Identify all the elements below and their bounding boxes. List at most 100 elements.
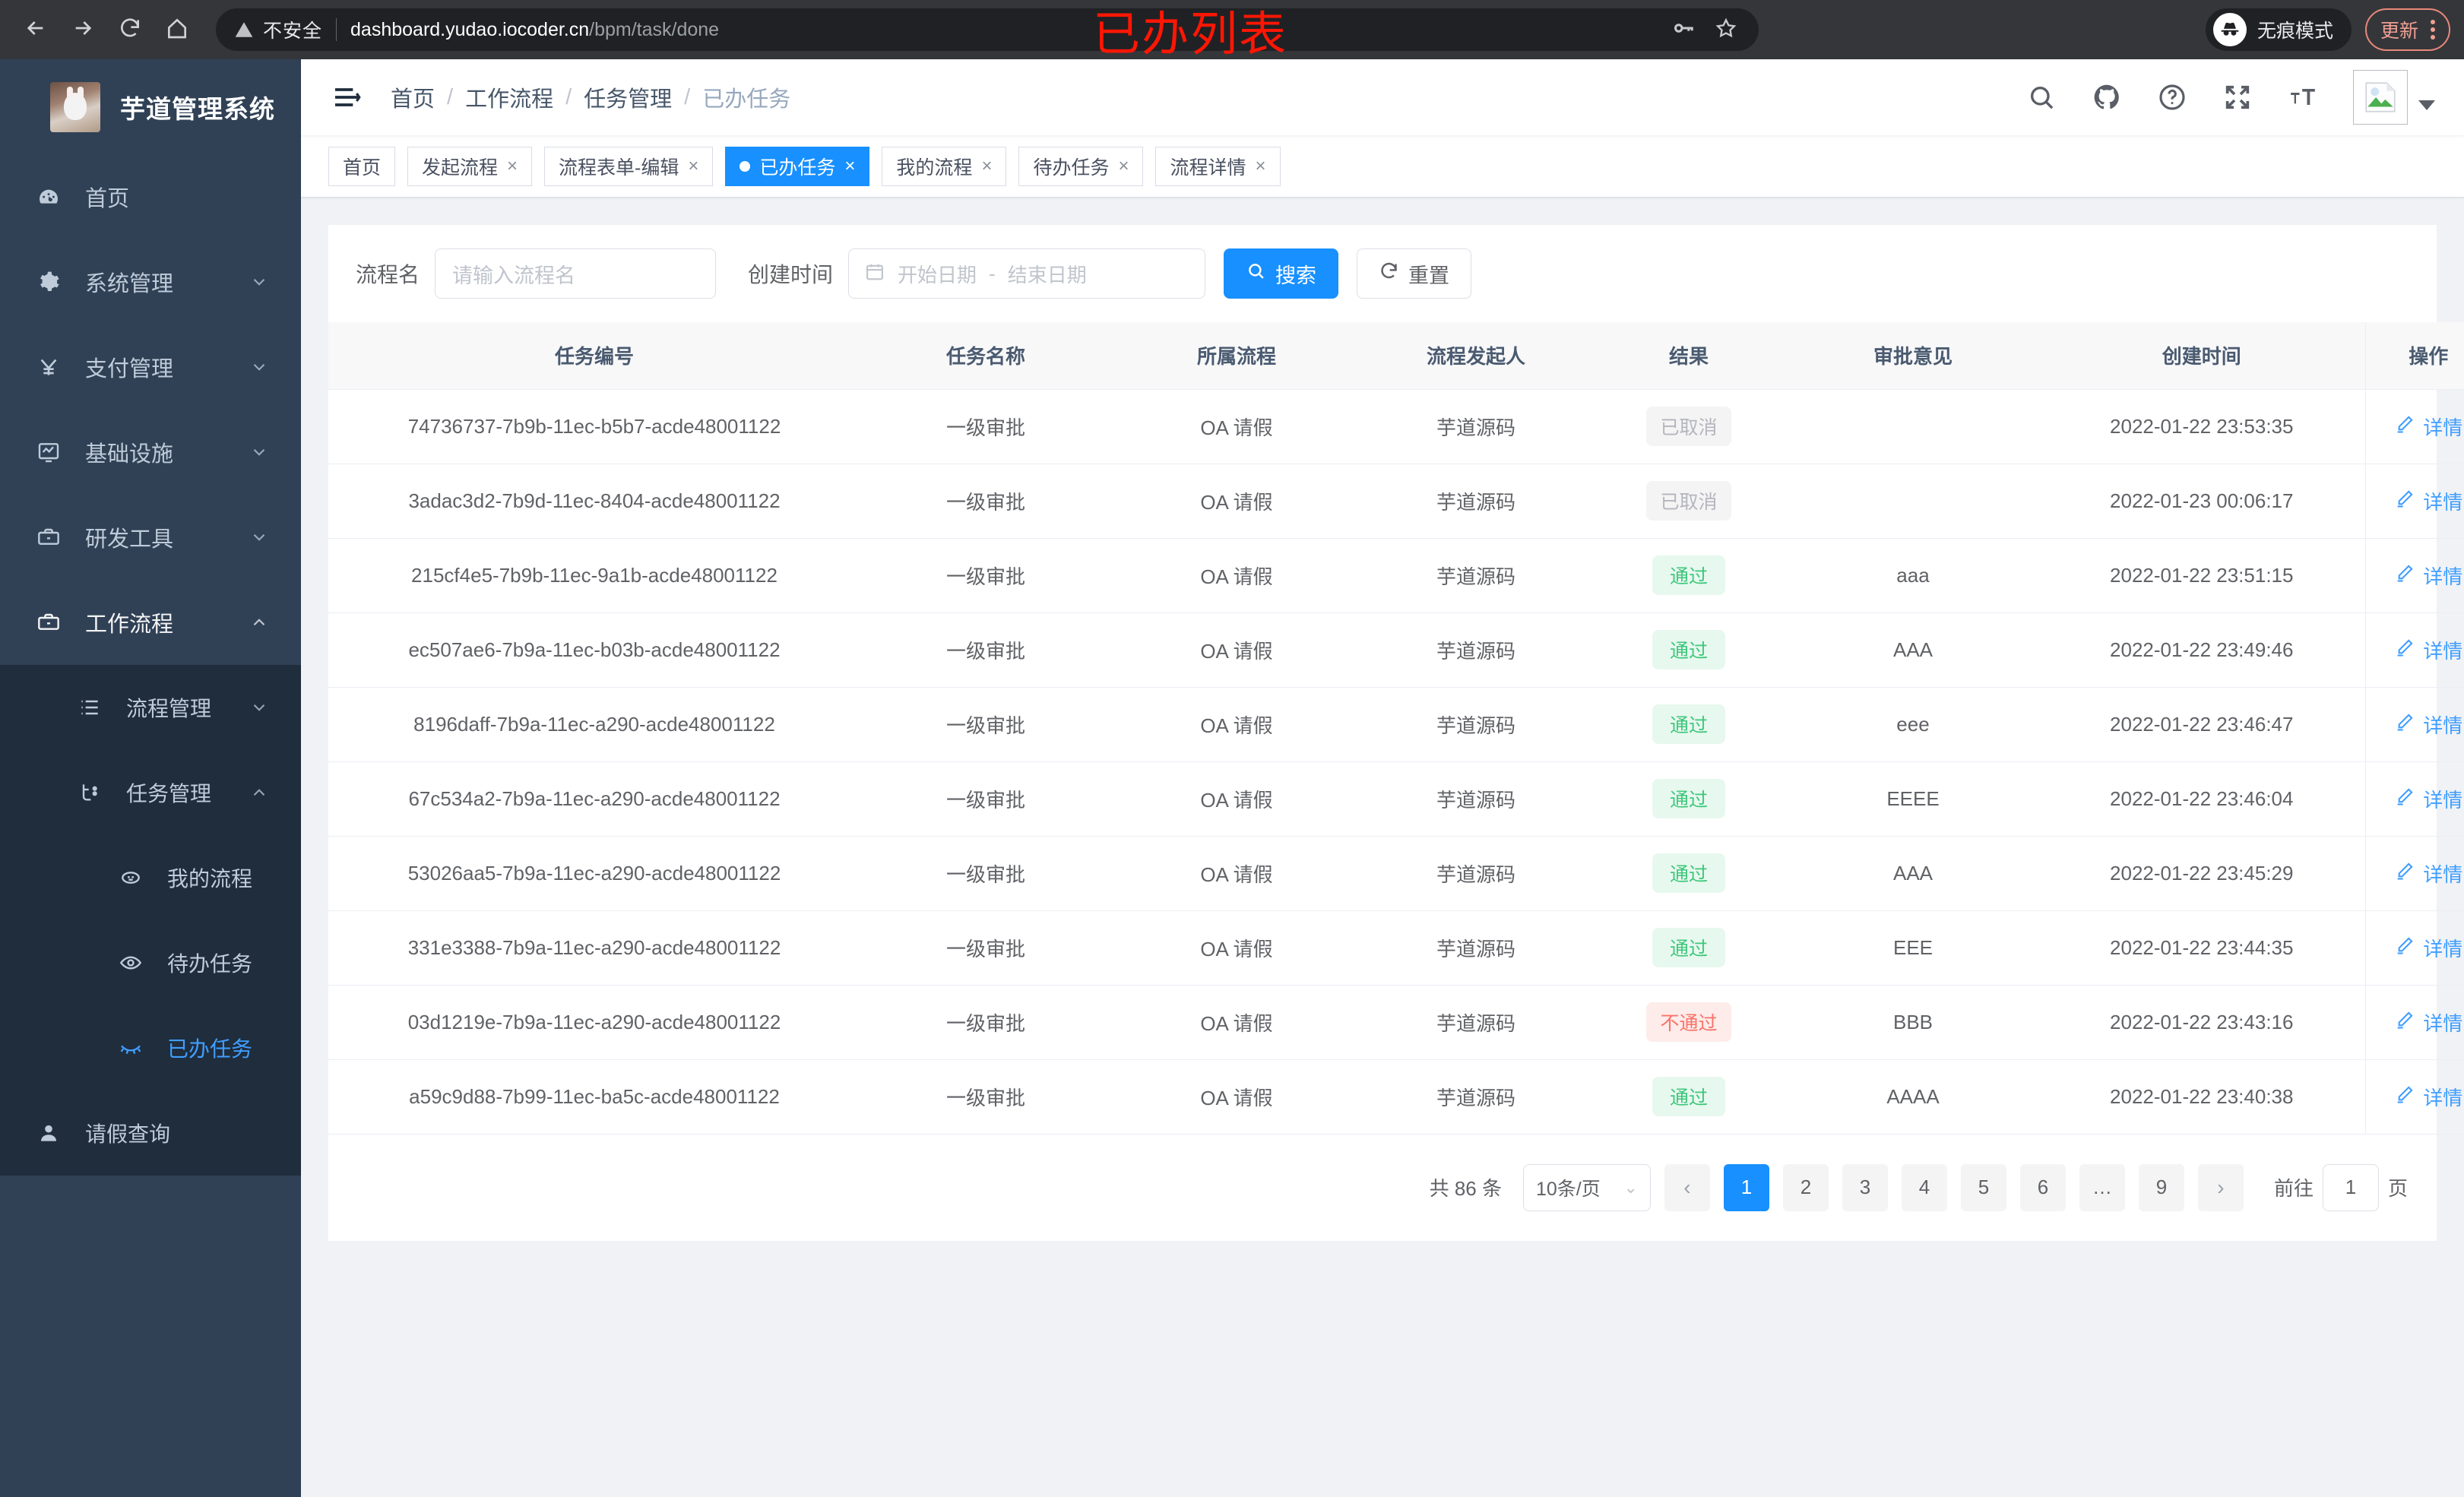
- home-button[interactable]: [155, 8, 199, 52]
- toolbox-icon: [32, 525, 65, 549]
- page-button-9[interactable]: 9: [2138, 1163, 2184, 1211]
- reload-button[interactable]: [108, 8, 152, 52]
- tab-process-form-edit[interactable]: 流程表单-编辑 ×: [544, 146, 714, 186]
- fullscreen-icon[interactable]: [2222, 82, 2253, 112]
- sidebar-item-my-process[interactable]: 我的流程: [0, 835, 301, 920]
- kebab-menu-icon[interactable]: [2431, 20, 2435, 40]
- search-icon[interactable]: [2026, 82, 2057, 112]
- detail-button[interactable]: 详情: [2394, 487, 2462, 515]
- sidebar-item-task-management[interactable]: 任务管理: [0, 750, 301, 835]
- page-button-1[interactable]: 1: [1723, 1163, 1769, 1211]
- avatar-menu[interactable]: [2353, 70, 2435, 125]
- page-button-3[interactable]: 3: [1842, 1163, 1888, 1211]
- page-size-select[interactable]: 10条/页 ⌄: [1522, 1163, 1651, 1211]
- status-badge: 已取消: [1646, 481, 1731, 521]
- cell-process: OA 请假: [1111, 389, 1362, 464]
- sidebar-item-process-management[interactable]: 流程管理: [0, 665, 301, 750]
- detail-button[interactable]: 详情: [2394, 785, 2462, 813]
- sidebar-item-leave-query[interactable]: 请假查询: [0, 1090, 301, 1176]
- sidebar-item-workflow[interactable]: 工作流程: [0, 580, 301, 665]
- page-button-4[interactable]: 4: [1901, 1163, 1947, 1211]
- tab-start-process[interactable]: 发起流程 ×: [407, 146, 533, 186]
- tab-todo-tasks[interactable]: 待办任务 ×: [1018, 146, 1144, 186]
- detail-button[interactable]: 详情: [2394, 1083, 2462, 1111]
- key-icon[interactable]: [1672, 17, 1695, 43]
- sidebar-item-label: 研发工具: [85, 527, 174, 552]
- pencil-icon: [2394, 413, 2415, 440]
- jump-suffix-label: 页: [2387, 1177, 2408, 1200]
- detail-button[interactable]: 详情: [2394, 859, 2462, 888]
- eye-icon: [114, 951, 147, 975]
- tab-home[interactable]: 首页: [328, 146, 396, 186]
- sidebar-item-done-tasks[interactable]: 已办任务: [0, 1005, 301, 1090]
- status-badge: 通过: [1652, 704, 1725, 744]
- detail-button[interactable]: 详情: [2394, 413, 2462, 441]
- hamburger-icon[interactable]: [330, 81, 363, 114]
- reset-button[interactable]: 重置: [1357, 248, 1472, 299]
- content-card: 流程名 请输入流程名 创建时间 开始日期 - 结束日期: [328, 225, 2464, 1241]
- pencil-icon: [2394, 1084, 2415, 1110]
- close-icon[interactable]: ×: [1118, 155, 1129, 176]
- detail-button[interactable]: 详情: [2394, 934, 2462, 962]
- sidebar-item-payment[interactable]: 支付管理: [0, 324, 301, 410]
- sidebar-item-todo-tasks[interactable]: 待办任务: [0, 920, 301, 1005]
- forward-button[interactable]: [61, 8, 105, 52]
- sidebar-item-infrastructure[interactable]: 基础设施: [0, 410, 301, 495]
- chevron-up-icon: [249, 783, 269, 802]
- address-bar[interactable]: 不安全 dashboard.yudao.iocoder.cn/bpm/task/…: [216, 8, 1759, 51]
- sidebar-item-home[interactable]: 首页: [0, 154, 301, 239]
- detail-button[interactable]: 详情: [2394, 636, 2462, 664]
- cell-opinion: EEEE: [1788, 761, 2038, 837]
- pencil-icon: [2394, 1009, 2415, 1036]
- star-icon[interactable]: [1715, 17, 1737, 43]
- user-icon: [32, 1121, 65, 1145]
- close-icon[interactable]: ×: [507, 155, 518, 176]
- help-circle-icon[interactable]: [2157, 82, 2187, 112]
- cell-process: OA 请假: [1111, 836, 1362, 911]
- back-button[interactable]: [14, 8, 58, 52]
- process-name-input[interactable]: 请输入流程名: [435, 248, 717, 299]
- tab-label: 流程详情: [1170, 157, 1246, 179]
- page-button-5[interactable]: 5: [1960, 1163, 2006, 1211]
- tab-process-detail[interactable]: 流程详情 ×: [1155, 146, 1281, 186]
- close-icon[interactable]: ×: [981, 155, 993, 176]
- column-header-result: 结果: [1590, 322, 1788, 390]
- detail-button[interactable]: 详情: [2394, 1008, 2462, 1037]
- sidebar-brand[interactable]: 芋道管理系统: [0, 59, 301, 154]
- warning-triangle-icon: [234, 20, 254, 40]
- close-icon[interactable]: ×: [1255, 155, 1266, 176]
- sidebar-item-devtools[interactable]: 研发工具: [0, 495, 301, 580]
- tab-done-tasks[interactable]: 已办任务 ×: [725, 146, 870, 186]
- table-row: 215cf4e5-7b9b-11ec-9a1b-acde48001122 一级审批…: [328, 538, 2464, 613]
- sidebar-item-label: 任务管理: [126, 782, 212, 805]
- page-button-2[interactable]: 2: [1782, 1163, 1829, 1211]
- gear-icon: [32, 270, 65, 294]
- breadcrumb-separator: /: [447, 84, 454, 109]
- breadcrumb-item-2[interactable]: 任务管理: [584, 87, 673, 112]
- sidebar-item-system[interactable]: 系统管理: [0, 239, 301, 324]
- cell-process: OA 请假: [1111, 985, 1362, 1060]
- table-row: ec507ae6-7b9a-11ec-b03b-acde48001122 一级审批…: [328, 612, 2464, 688]
- pencil-icon: [2394, 488, 2415, 514]
- close-icon[interactable]: ×: [844, 155, 856, 176]
- jump-prefix-label: 前往: [2273, 1177, 2314, 1200]
- breadcrumb-item-1[interactable]: 工作流程: [465, 87, 554, 112]
- github-icon[interactable]: [2092, 82, 2122, 112]
- page-button-6[interactable]: 6: [2019, 1163, 2066, 1211]
- prev-page-button[interactable]: ‹: [1664, 1163, 1710, 1211]
- font-size-icon[interactable]: [2288, 82, 2318, 112]
- search-button[interactable]: 搜索: [1224, 248, 1339, 299]
- create-time-range-picker[interactable]: 开始日期 - 结束日期: [848, 248, 1206, 299]
- detail-button[interactable]: 详情: [2394, 711, 2462, 739]
- close-icon[interactable]: ×: [688, 155, 699, 176]
- cell-created: 2022-01-22 23:46:47: [2038, 687, 2365, 762]
- next-page-button[interactable]: ›: [2197, 1163, 2244, 1211]
- detail-button[interactable]: 详情: [2394, 562, 2462, 590]
- jump-page-input[interactable]: 1: [2322, 1163, 2379, 1211]
- incognito-indicator[interactable]: 无痕模式: [2205, 8, 2352, 51]
- update-button[interactable]: 更新: [2364, 8, 2450, 51]
- tab-my-process[interactable]: 我的流程 ×: [882, 146, 1007, 186]
- page-ellipsis[interactable]: …: [2079, 1163, 2125, 1211]
- breadcrumb-item-0[interactable]: 首页: [391, 87, 435, 112]
- avatar: [2353, 70, 2408, 125]
